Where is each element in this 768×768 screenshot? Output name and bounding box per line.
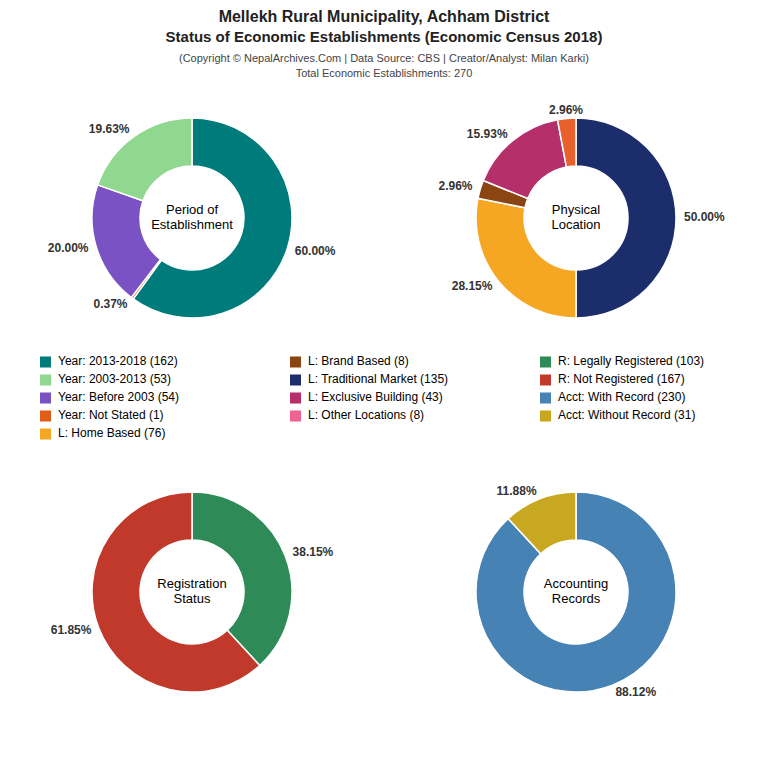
subtitle: Total Economic Establishments: 270: [296, 67, 473, 79]
data-labels: 88.12% 11.88%: [497, 484, 657, 699]
legend-swatch: [40, 411, 51, 422]
donut-title-line: Location: [551, 217, 600, 232]
legend-item: R: Legally Registered (103): [540, 354, 704, 368]
legend-item: Year: Before 2003 (54): [40, 390, 179, 404]
legend-label: L: Home Based (76): [58, 426, 165, 440]
legend-item: Year: Not Stated (1): [40, 408, 164, 422]
data-label: 88.12%: [615, 685, 656, 699]
slice: [92, 492, 260, 692]
data-labels: 38.15% 61.85%: [51, 545, 334, 638]
slice: [92, 185, 160, 298]
legend-swatch: [540, 375, 551, 386]
donut-title-line: Accounting: [544, 576, 608, 591]
legend-label: L: Traditional Market (135): [308, 372, 448, 386]
slices: [476, 492, 676, 692]
legend-label: Acct: Without Record (31): [558, 408, 695, 422]
legend-label: L: Exclusive Building (43): [308, 390, 443, 404]
donut-title: RegistrationStatus: [157, 576, 226, 606]
legend-swatch: [540, 357, 551, 368]
legend-swatch: [40, 357, 51, 368]
legend-label: R: Not Registered (167): [558, 372, 685, 386]
donut-title-line: Period of: [166, 202, 218, 217]
data-label: 28.15%: [452, 279, 493, 293]
title: Mellekh Rural Municipality, Achham Distr…: [219, 8, 550, 25]
donut-title: AccountingRecords: [544, 576, 608, 606]
donut-chart: AccountingRecords 88.12% 11.88%: [476, 484, 676, 699]
legend-item: L: Brand Based (8): [290, 354, 409, 368]
legend-swatch: [540, 393, 551, 404]
legend-label: Year: Before 2003 (54): [58, 390, 179, 404]
legend-label: Acct: With Record (230): [558, 390, 685, 404]
legend-label: Year: 2003-2013 (53): [58, 372, 171, 386]
title: Status of Economic Establishments (Econo…: [166, 28, 603, 45]
slice: [508, 492, 576, 554]
legend-label: L: Other Locations (8): [308, 408, 424, 422]
legend-label: L: Brand Based (8): [308, 354, 409, 368]
data-label: 2.96%: [439, 179, 473, 193]
data-label: 38.15%: [293, 545, 334, 559]
subtitle: (Copyright © NepalArchives.Com | Data So…: [179, 52, 589, 64]
donut-chart: Period ofEstablishment 60.00% 0.37% 20.00% 1…: [48, 118, 336, 318]
legend-item: Acct: With Record (230): [540, 390, 685, 404]
data-label: 11.88%: [497, 484, 537, 498]
legend-label: Year: 2013-2018 (162): [58, 354, 178, 368]
slices: [476, 118, 676, 318]
legend-swatch: [540, 411, 551, 422]
slices: [92, 492, 292, 692]
legend-item: L: Home Based (76): [40, 426, 165, 440]
legend-swatch: [290, 375, 301, 386]
donut-title-line: Physical: [552, 202, 601, 217]
donut-chart: RegistrationStatus 38.15% 61.85%: [51, 492, 334, 692]
legend-swatch: [40, 375, 51, 386]
data-labels: 50.00% 28.15% 2.96% 15.93% 2.96%: [439, 103, 726, 293]
data-labels: 60.00% 0.37% 20.00% 19.63%: [48, 122, 336, 311]
legend-swatch: [40, 393, 51, 404]
donut-title: PhysicalLocation: [551, 202, 600, 232]
data-label: 2.96%: [549, 103, 583, 117]
data-label: 19.63%: [89, 122, 130, 136]
slices: [92, 118, 292, 318]
legend-item: Year: 2013-2018 (162): [40, 354, 178, 368]
figure: Mellekh Rural Municipality, Achham Distr…: [0, 0, 768, 768]
legend-label: Year: Not Stated (1): [58, 408, 164, 422]
donut-chart: PhysicalLocation 50.00% 28.15% 2.96% 15.93% 2…: [439, 103, 726, 318]
data-label: 61.85%: [51, 623, 92, 637]
legend-swatch: [290, 393, 301, 404]
legend-label: R: Legally Registered (103): [558, 354, 704, 368]
data-label: 0.37%: [93, 297, 127, 311]
data-label: 15.93%: [467, 127, 508, 141]
donut-title-line: Records: [552, 591, 601, 606]
data-label: 50.00%: [684, 210, 725, 224]
legend-item: R: Not Registered (167): [540, 372, 685, 386]
donut-title-line: Status: [174, 591, 211, 606]
legend-swatch: [40, 429, 51, 440]
slice: [476, 492, 676, 692]
legend-swatch: [290, 411, 301, 422]
legend-item: L: Exclusive Building (43): [290, 390, 443, 404]
legend-item: L: Other Locations (8): [290, 408, 424, 422]
legend-item: Year: 2003-2013 (53): [40, 372, 171, 386]
donut-title-line: Establishment: [151, 217, 233, 232]
legend-item: L: Traditional Market (135): [290, 372, 448, 386]
data-label: 20.00%: [48, 241, 89, 255]
legend: Year: 2013-2018 (162) Year: 2003-2013 (53…: [40, 354, 704, 440]
donut-title: Period ofEstablishment: [151, 202, 233, 232]
legend-item: Acct: Without Record (31): [540, 408, 695, 422]
data-label: 60.00%: [295, 244, 336, 258]
slice: [558, 118, 576, 167]
donut-title-line: Registration: [157, 576, 226, 591]
legend-swatch: [290, 357, 301, 368]
